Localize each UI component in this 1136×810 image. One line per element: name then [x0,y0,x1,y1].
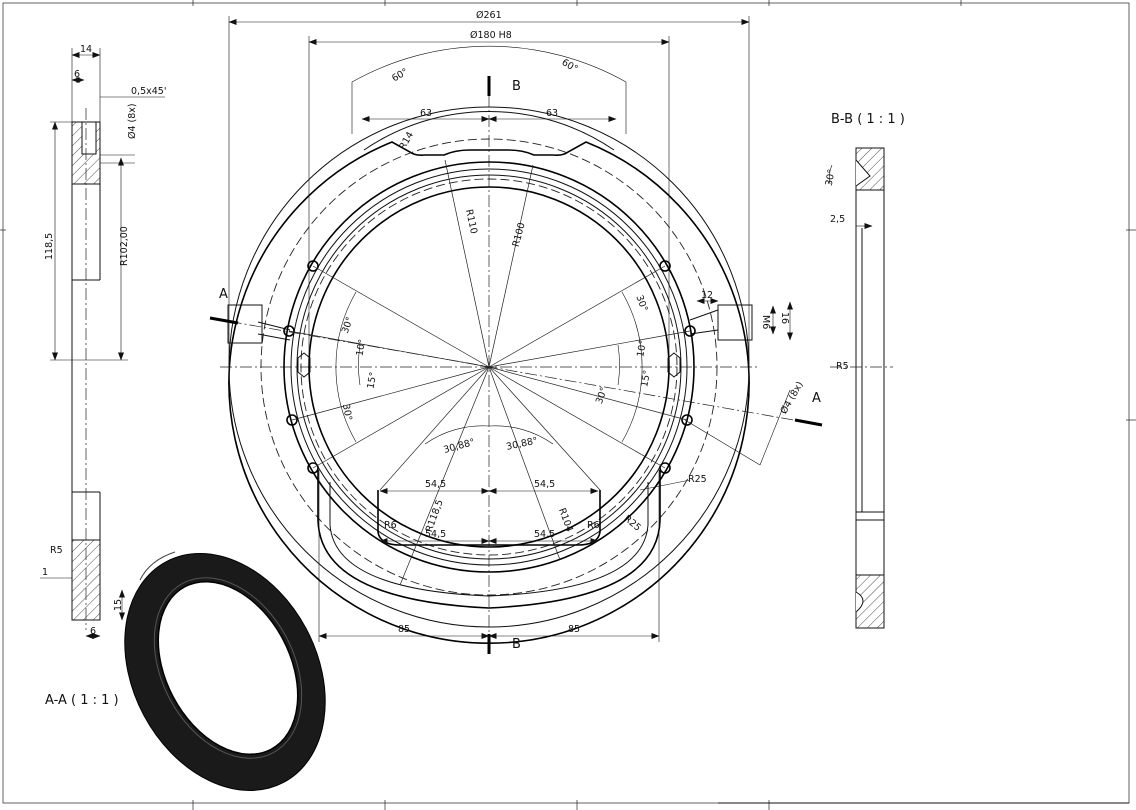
dim-angle-30-right-upper: 30° [633,294,649,314]
aa-dim-width-14: 14 [80,44,92,55]
front-view: B B A A Ø261 Ø180 H8 63 63 60° 60° R14 R… [209,10,823,654]
section-aa-title: A-A ( 1 : 1 ) [45,693,119,708]
dim-radius-104: R104 [556,507,575,534]
right-lug [717,304,753,341]
cut-marker-a-left: A [219,287,228,302]
dim-diameter-261: Ø261 [476,10,502,21]
dim-radius-110: R110 [463,208,479,234]
outer-contour [228,141,750,644]
dim-width-63-left: 63 [420,108,432,119]
aa-dim-width-1: 1 [42,567,48,578]
bb-dim-width-25: 2,5 [830,214,845,225]
dim-width-545-lower-left: 54,5 [425,529,446,540]
dim-width-545-upper-left: 54,5 [425,479,446,490]
bolt-circle-dashed [260,138,718,596]
dim-diameter-180: Ø180 H8 [470,30,512,41]
ring-circle-2 [290,168,688,566]
aa-dim-width-6-bottom: 6 [90,626,96,637]
lower-pocket [317,470,661,609]
dim-thread-m6: M6 [760,315,771,329]
dim-angle-30-left-upper: 30° [340,315,356,335]
ring-circle-3 [296,174,682,560]
cut-marker-a-right: A [812,391,821,406]
hole-pattern [283,260,696,474]
dim-angle-10-left: 10° [354,338,368,356]
aa-dim-chamfer: 0,5x45' [131,86,166,97]
ring-circle-1 [283,161,695,573]
dim-angle-60-left: 60° [390,66,410,84]
section-bb-view: 2,5 30° R5 B-B ( 1 : 1 ) [824,112,905,629]
section-bb-title: B-B ( 1 : 1 ) [831,112,905,127]
dim-angle-30-left-lower: 30° [340,403,354,421]
dim-radius-14: R14 [397,130,416,152]
bb-dim-angle-30: 30° [824,168,838,186]
aa-dim-height-15: 15 [113,599,124,611]
dim-radius-100: R100 [511,221,528,248]
dim-width-545-upper-right: 54,5 [534,479,555,490]
cut-marker-b-bottom: B [512,637,521,652]
dim-angle-15-right: 15° [639,369,653,387]
inner-dashed-circle [300,178,678,556]
dim-width-85-right: 85 [568,624,580,635]
dim-width-12: 12 [701,290,713,301]
aa-dim-radius-10200: R102,00 [119,226,130,266]
aa-dim-height-1185: 118,5 [44,233,55,260]
dim-angle-30-right-lower: 30° [594,386,610,406]
dim-radius-6-left: R6 [384,520,397,531]
aa-dim-radius-5: R5 [50,545,63,556]
bb-dim-radius-5: R5 [836,361,849,372]
aa-dim-hole-4: Ø4 (8x) [127,103,138,139]
dim-width-63-right: 63 [546,108,558,119]
dim-angle-15-left: 15° [365,371,379,389]
dim-radius-25-upper: R25 [688,474,707,485]
dim-angle-3088-right: 30,88° [505,435,539,452]
dim-width-545-lower-right: 54,5 [534,529,555,540]
dim-angle-10-right: 10° [635,339,649,357]
dim-width-85-left: 85 [398,624,410,635]
dim-width-16: 16 [779,312,790,324]
dim-angle-3088-left: 30,88° [442,437,476,456]
dim-radius-6-right: R6 [587,520,600,531]
dim-hole-4-front: Ø4 (8x) [778,380,805,416]
section-aa-view: 14 6 0,5x45' Ø4 (8x) 118,5 R102,00 R5 1 … [40,44,166,708]
dim-radius-25-lower: R25 [621,513,642,533]
isometric-preview [124,551,326,792]
aa-dim-width-6: 6 [74,69,80,80]
cut-marker-b-top: B [512,79,521,94]
left-lug [227,304,263,344]
dim-angle-60-right: 60° [560,57,580,75]
